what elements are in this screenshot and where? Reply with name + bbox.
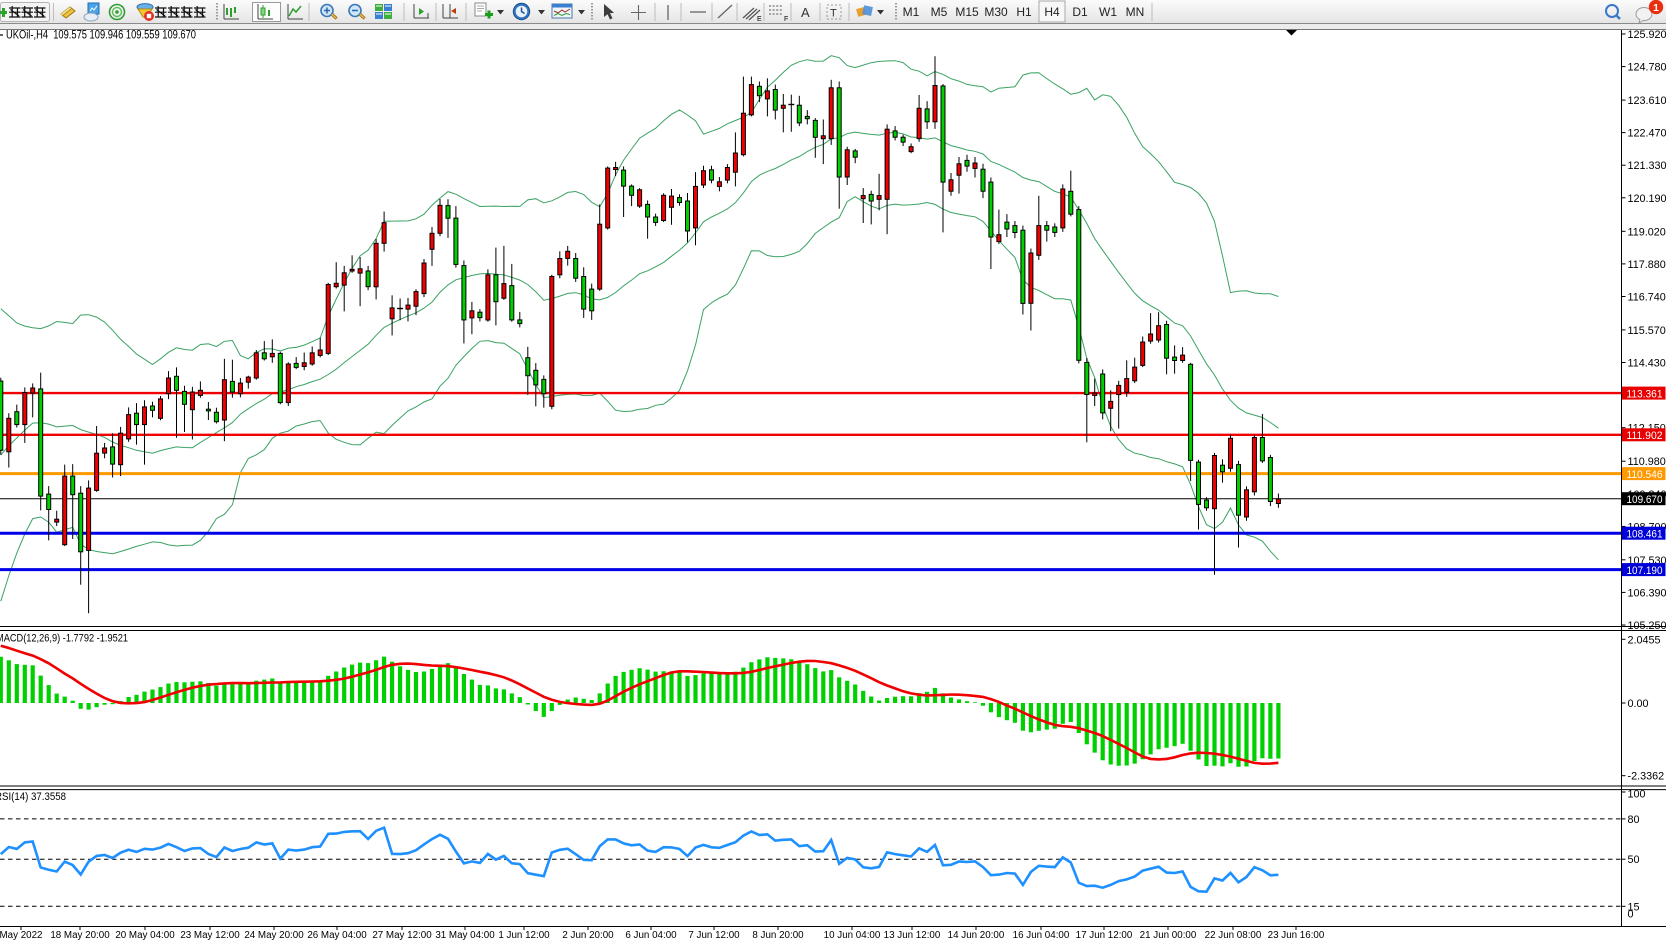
svg-text:27 May 12:00: 27 May 12:00	[372, 930, 432, 941]
svg-text:122.470: 122.470	[1628, 128, 1666, 140]
svg-text:100: 100	[1628, 789, 1646, 801]
svg-text:MACD(12,26,9) -1.7792 -1.9521: MACD(12,26,9) -1.7792 -1.9521	[0, 633, 128, 645]
svg-text:109.670: 109.670	[1627, 494, 1663, 506]
svg-text:23 Jun 16:00: 23 Jun 16:00	[1268, 930, 1325, 941]
svg-text:119.020: 119.020	[1628, 226, 1666, 238]
svg-text:22 Jun 08:00: 22 Jun 08:00	[1205, 930, 1262, 941]
svg-text:13 Jun 12:00: 13 Jun 12:00	[884, 930, 941, 941]
svg-text:6 Jun 04:00: 6 Jun 04:00	[625, 930, 677, 941]
svg-text:RSI(14) 37.3558: RSI(14) 37.3558	[0, 791, 66, 803]
svg-text:17 Jun 12:00: 17 Jun 12:00	[1076, 930, 1133, 941]
svg-text:117.880: 117.880	[1628, 259, 1666, 271]
svg-text:M15: M15	[955, 5, 979, 19]
svg-text:105.250: 105.250	[1628, 620, 1666, 632]
svg-text:23 May 12:00: 23 May 12:00	[180, 930, 240, 941]
svg-text:M1: M1	[903, 5, 920, 19]
svg-text:125.920: 125.920	[1628, 29, 1666, 41]
svg-text:20 May 04:00: 20 May 04:00	[115, 930, 175, 941]
svg-text:121.330: 121.330	[1628, 160, 1666, 172]
svg-text:107.190: 107.190	[1627, 565, 1663, 577]
svg-text:18 May 20:00: 18 May 20:00	[50, 930, 110, 941]
svg-text:F: F	[784, 16, 788, 23]
svg-text:E: E	[757, 16, 762, 23]
svg-text:114.430: 114.430	[1628, 358, 1666, 370]
svg-text:1: 1	[1653, 2, 1659, 14]
svg-text:120.190: 120.190	[1628, 193, 1666, 205]
svg-text:M5: M5	[931, 5, 948, 19]
svg-text:110.546: 110.546	[1627, 469, 1663, 481]
svg-text:50: 50	[1628, 854, 1640, 866]
svg-text:123.610: 123.610	[1628, 95, 1666, 107]
svg-text:113.361: 113.361	[1627, 388, 1663, 400]
svg-text:16 Jun 04:00: 16 Jun 04:00	[1013, 930, 1070, 941]
svg-text:108.461: 108.461	[1627, 528, 1663, 540]
svg-text:80: 80	[1628, 814, 1640, 826]
svg-text:UKOil-,H4 109.575 109.946 109: UKOil-,H4 109.575 109.946 109.559 109.67…	[6, 28, 196, 42]
svg-text:124.780: 124.780	[1628, 62, 1666, 74]
svg-text:10 Jun 04:00: 10 Jun 04:00	[824, 930, 881, 941]
svg-text:0.00: 0.00	[1628, 698, 1649, 710]
svg-text:116.740: 116.740	[1628, 292, 1666, 304]
svg-text:A: A	[801, 5, 810, 20]
svg-text:115.570: 115.570	[1628, 325, 1666, 337]
svg-text:8 Jun 20:00: 8 Jun 20:00	[752, 930, 804, 941]
svg-text:31 May 04:00: 31 May 04:00	[435, 930, 495, 941]
svg-text:T: T	[830, 8, 837, 20]
svg-text:7 Jun 12:00: 7 Jun 12:00	[688, 930, 740, 941]
svg-text:106.390: 106.390	[1628, 587, 1666, 599]
svg-text:14 Jun 20:00: 14 Jun 20:00	[948, 930, 1005, 941]
svg-text:W1: W1	[1099, 5, 1117, 19]
svg-text:26 May 04:00: 26 May 04:00	[307, 930, 367, 941]
svg-text:H4: H4	[1044, 5, 1060, 19]
svg-text:MN: MN	[1126, 5, 1145, 19]
svg-text:H1: H1	[1016, 5, 1032, 19]
svg-text:May 2022: May 2022	[0, 930, 43, 941]
svg-text:2 Jun 20:00: 2 Jun 20:00	[562, 930, 614, 941]
svg-text:111.902: 111.902	[1627, 430, 1663, 442]
svg-text:110.980: 110.980	[1628, 456, 1666, 468]
svg-text:D1: D1	[1072, 5, 1088, 19]
svg-text:0: 0	[1628, 909, 1634, 921]
svg-text:24 May 20:00: 24 May 20:00	[244, 930, 304, 941]
svg-text:M30: M30	[984, 5, 1008, 19]
svg-text:15: 15	[1628, 901, 1640, 913]
svg-text:21 Jun 00:00: 21 Jun 00:00	[1140, 930, 1197, 941]
svg-text:1 Jun 12:00: 1 Jun 12:00	[498, 930, 550, 941]
svg-text:-2.3362: -2.3362	[1628, 771, 1665, 783]
svg-text:2.0455: 2.0455	[1628, 634, 1661, 646]
